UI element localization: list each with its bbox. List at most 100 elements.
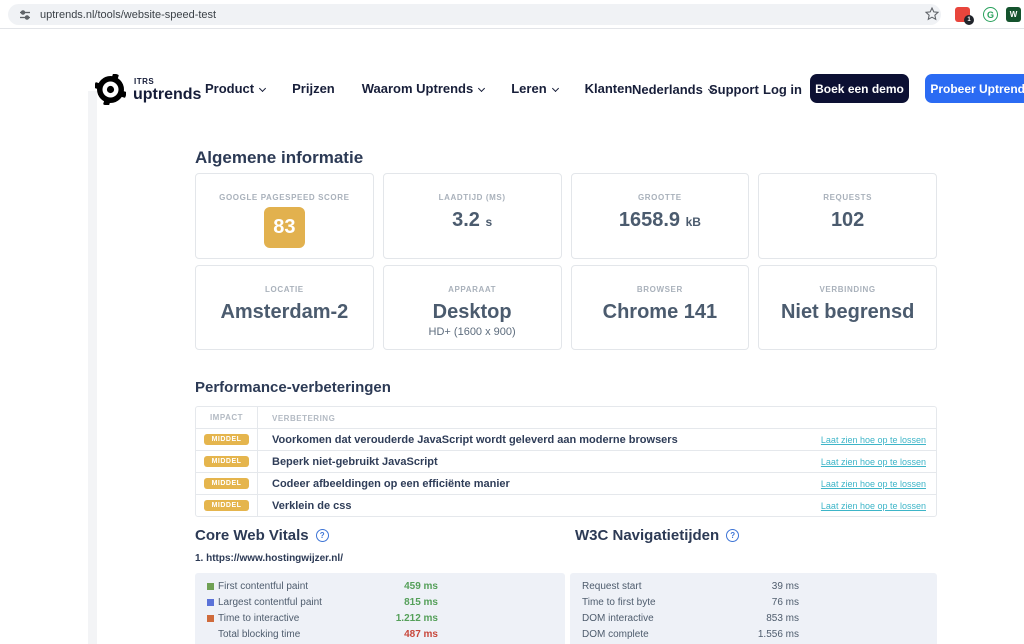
metric-label: DOM complete [582, 629, 727, 640]
card-label: Browser [637, 285, 683, 294]
improvement-text: Codeer afbeeldingen op een efficiënte ma… [258, 478, 821, 490]
show-fix-link[interactable]: Laat zien hoe op te lossen [821, 501, 936, 511]
nav-item-leren[interactable]: Leren [511, 81, 557, 96]
card-value: Niet begrensd [781, 301, 914, 324]
card-label: Google PageSpeed score [219, 193, 349, 202]
bookmark-star-icon[interactable] [924, 6, 940, 22]
help-icon[interactable]: ? [726, 529, 739, 542]
show-fix-link[interactable]: Laat zien hoe op te lossen [821, 435, 936, 445]
metric-row: Total blocking time 487 ms [195, 626, 565, 642]
card-value: 1658.9 kB [619, 209, 701, 232]
help-icon[interactable]: ? [316, 529, 329, 542]
metric-row: First contentful paint 459 ms [195, 578, 565, 594]
general-cards-row-1: Google PageSpeed score 83 Laadtijd (MS) … [195, 173, 937, 259]
card-connection: Verbinding Niet begrensd [758, 265, 937, 350]
metric-row: DOM complete 1.556 ms [570, 626, 937, 642]
card-device: Apparaat Desktop HD+ (1600 x 900) [383, 265, 562, 350]
card-label: Verbinding [820, 285, 876, 294]
card-value: Desktop [433, 301, 512, 324]
nav-item-product[interactable]: Product [205, 81, 265, 96]
metric-value: 39 ms [727, 581, 799, 592]
card-requests: Requests 102 [758, 173, 937, 259]
site-header: ITRS uptrends Product Prijzen Waarom Upt… [0, 29, 1024, 91]
impact-badge: MIDDEL [204, 434, 250, 445]
logo-brand-text[interactable]: uptrends [133, 86, 201, 104]
table-row: MIDDEL Beperk niet-gebruikt JavaScript L… [196, 450, 936, 472]
chevron-down-icon [478, 85, 485, 92]
address-bar[interactable]: uptrends.nl/tools/website-speed-test [8, 4, 941, 25]
metric-label: Time to first byte [582, 597, 727, 608]
card-size: Grootte 1658.9 kB [571, 173, 750, 259]
table-header-row: Impact Verbetering [196, 407, 936, 428]
metric-label: Request start [582, 581, 727, 592]
logo-itrs-text: ITRS [134, 77, 154, 86]
improvements-table: Impact Verbetering MIDDEL Voorkomen dat … [195, 406, 937, 517]
url-text[interactable]: uptrends.nl/tools/website-speed-test [40, 9, 216, 21]
metric-value: 815 ms [378, 597, 438, 608]
chevron-down-icon [259, 85, 266, 92]
metric-label: Total blocking time [218, 629, 378, 640]
nav-item-prijzen[interactable]: Prijzen [292, 81, 335, 96]
nav-item-support[interactable]: Support [709, 82, 759, 97]
main-nav: Product Prijzen Waarom Uptrends Leren Kl… [205, 81, 632, 96]
metric-label: DOM interactive [582, 613, 727, 624]
card-location: Locatie Amsterdam-2 [195, 265, 374, 350]
metric-marker [207, 615, 214, 622]
tested-url: 1. https://www.hostingwijzer.nl/ [195, 553, 343, 564]
card-value: 3.2 s [452, 209, 492, 232]
page-left-gutter [88, 91, 97, 644]
metric-value: 487 ms [378, 629, 438, 640]
book-demo-button[interactable]: Boek een demo [810, 74, 909, 103]
section-title-general: Algemene informatie [195, 148, 363, 168]
metric-marker [207, 599, 214, 606]
nav-item-klanten[interactable]: Klanten [585, 81, 633, 96]
table-row: MIDDEL Codeer afbeeldingen op een effici… [196, 472, 936, 494]
metric-value: 76 ms [727, 597, 799, 608]
metric-row: Time to interactive 1.212 ms [195, 610, 565, 626]
chevron-down-icon [552, 85, 559, 92]
metric-row: Request start 39 ms [570, 578, 937, 594]
column-header-verbetering: Verbetering [258, 412, 936, 424]
language-selector[interactable]: Nederlands [632, 82, 714, 97]
improvement-text: Voorkomen dat verouderde JavaScript word… [258, 434, 821, 446]
try-uptrends-button[interactable]: Probeer Uptrends [925, 74, 1024, 103]
card-value: Chrome 141 [603, 301, 718, 324]
core-web-vitals-panel: First contentful paint 459 ms Largest co… [195, 573, 565, 644]
card-label: Grootte [638, 193, 682, 202]
card-label: Laadtijd (MS) [439, 193, 506, 202]
metric-value: 1.212 ms [378, 613, 438, 624]
metric-marker [207, 631, 214, 638]
section-title-improvements: Performance-verbeteringen [195, 379, 391, 396]
column-header-impact: Impact [196, 407, 258, 428]
metric-row: Largest contentful paint 815 ms [195, 594, 565, 610]
table-row: MIDDEL Verklein de css Laat zien hoe op … [196, 494, 936, 516]
site-settings-icon[interactable] [19, 9, 31, 21]
extension-badge: 1 [964, 15, 974, 25]
section-title-w3c-timings: W3C Navigatietijden? [575, 527, 739, 544]
metric-marker [207, 583, 214, 590]
card-label: Apparaat [448, 285, 496, 294]
card-label: Locatie [265, 285, 304, 294]
metric-label: Time to interactive [218, 613, 378, 624]
show-fix-link[interactable]: Laat zien hoe op te lossen [821, 457, 936, 467]
login-link[interactable]: Log in [763, 82, 802, 97]
uptrends-logo-icon[interactable] [95, 74, 126, 110]
browser-toolbar: uptrends.nl/tools/website-speed-test 1 G… [0, 0, 1024, 29]
card-load-time: Laadtijd (MS) 3.2 s [383, 173, 562, 259]
section-title-core-web-vitals: Core Web Vitals? [195, 527, 329, 544]
show-fix-link[interactable]: Laat zien hoe op te lossen [821, 479, 936, 489]
metric-value: 1.556 ms [727, 629, 799, 640]
extension-icon-red[interactable]: 1 [955, 7, 970, 22]
card-value: Amsterdam-2 [220, 301, 348, 324]
extension-icon-green[interactable]: G [983, 7, 998, 22]
nav-item-waarom-uptrends[interactable]: Waarom Uptrends [362, 81, 484, 96]
card-pagespeed-score: Google PageSpeed score 83 [195, 173, 374, 259]
w3c-timings-panel: Request start 39 ms Time to first byte 7… [570, 573, 937, 644]
card-label: Requests [823, 193, 872, 202]
improvement-text: Beperk niet-gebruikt JavaScript [258, 456, 821, 468]
metric-value: 459 ms [378, 581, 438, 592]
improvement-text: Verklein de css [258, 500, 821, 512]
extension-icon-dark-green[interactable]: W [1006, 7, 1021, 22]
pagespeed-score-badge: 83 [264, 207, 305, 248]
impact-badge: MIDDEL [204, 456, 250, 467]
